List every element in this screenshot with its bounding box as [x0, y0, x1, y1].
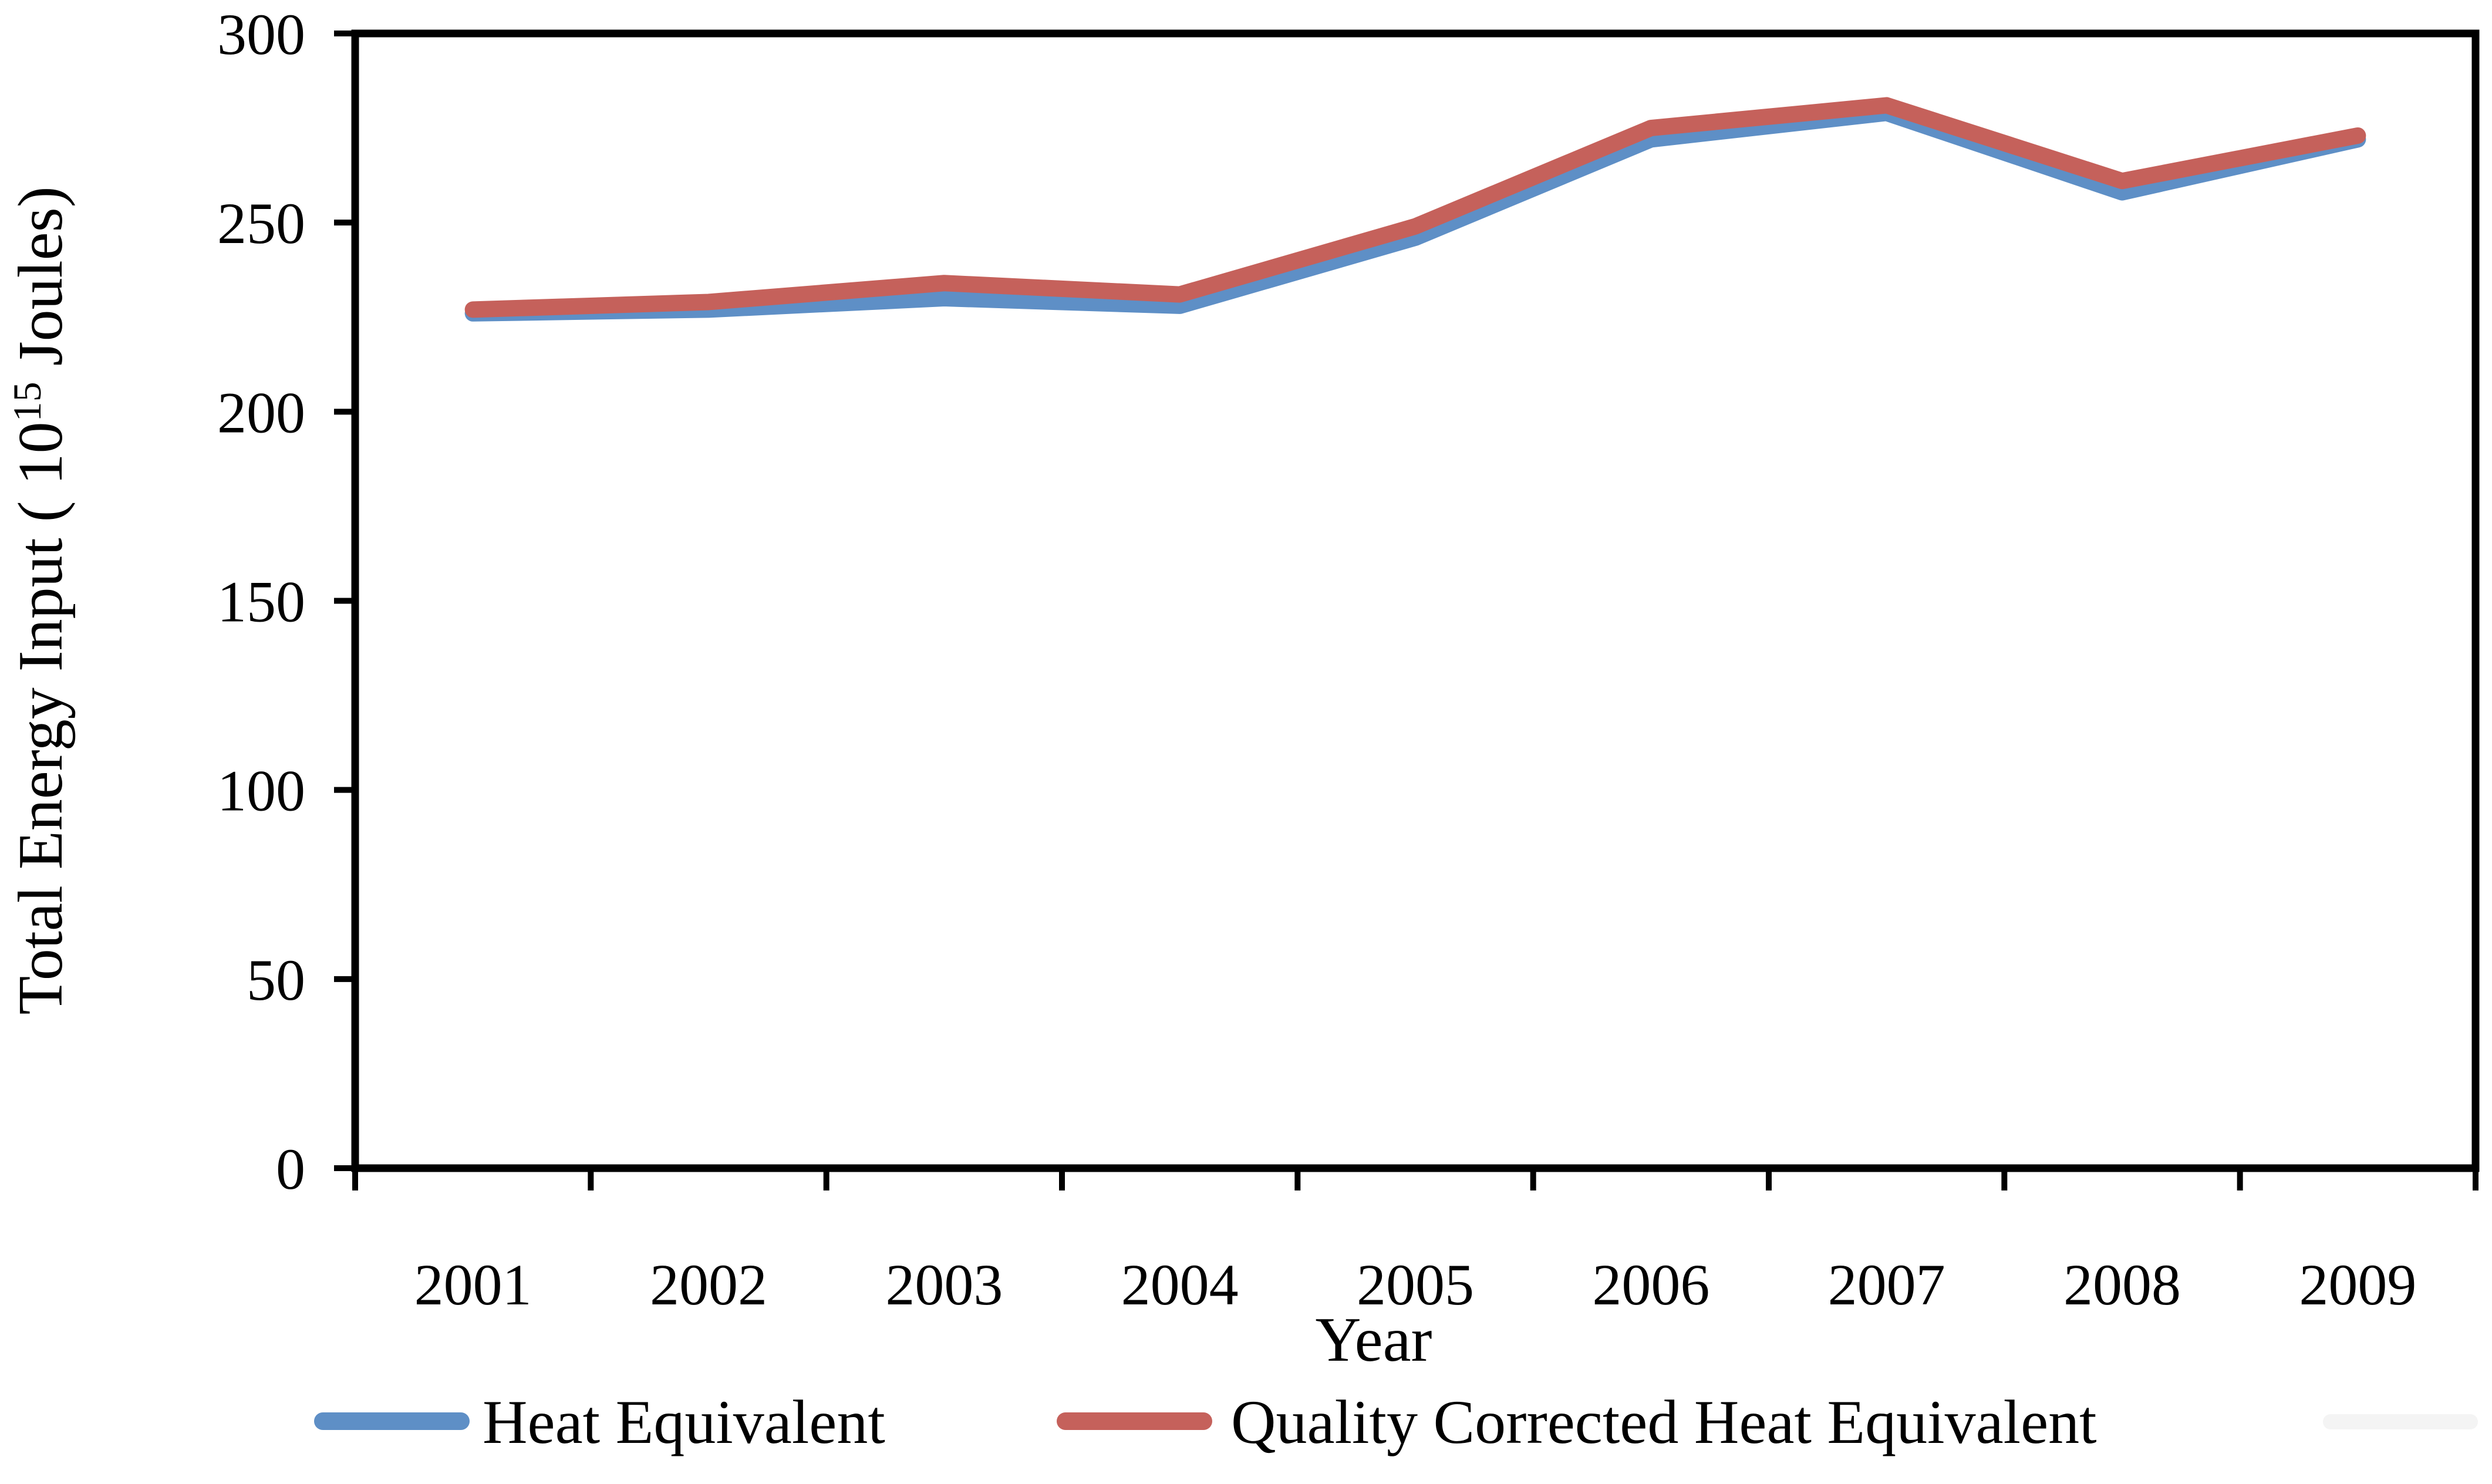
y-axis-title: Total Energy Input ( 1015 Joules) — [5, 186, 76, 1014]
x-tick-label-2006: 2006 — [1592, 1252, 1709, 1317]
x-tick-label-2002: 2002 — [650, 1252, 767, 1317]
y-tick-label-150: 150 — [217, 569, 305, 635]
x-tick-label-2004: 2004 — [1121, 1252, 1239, 1317]
y-tick-label-0: 0 — [276, 1136, 305, 1202]
y-axis-title-prefix: Total Energy Input ( 10 — [6, 421, 76, 1014]
y-tick-label-300: 300 — [217, 2, 305, 67]
series-line-heat-equivalent — [464, 104, 2366, 322]
x-tick-label-2009: 2009 — [2299, 1252, 2416, 1317]
x-tick-label-2007: 2007 — [1828, 1252, 1945, 1317]
y-axis-tick-labels: 0 50 100 150 200 250 300 — [217, 2, 305, 1202]
x-axis-ticks — [352, 1168, 2478, 1190]
y-axis-title-suffix: Joules) — [6, 186, 76, 382]
legend-swatch-quality-corrected — [1057, 1412, 1212, 1430]
y-axis-ticks — [334, 31, 355, 1171]
legend-label-quality-corrected: Quality Corrected Heat Equivalent — [1231, 1388, 2097, 1456]
x-tick-label-2003: 2003 — [885, 1252, 1003, 1317]
series-line-quality-corrected-heat-equivalent — [464, 97, 2366, 318]
legend-label-heat-equivalent: Heat Equivalent — [483, 1388, 885, 1456]
legend: Heat Equivalent Quality Corrected Heat E… — [314, 1388, 2478, 1456]
x-axis-tick-labels: 2001 2002 2003 2004 2005 2006 2007 2008 2009 — [414, 1252, 2417, 1317]
decorative-pill — [2323, 1414, 2478, 1429]
y-tick-label-200: 200 — [217, 380, 305, 445]
y-tick-label-100: 100 — [217, 758, 305, 824]
plot-area — [351, 29, 2480, 1172]
data-series — [464, 97, 2366, 322]
y-tick-label-250: 250 — [217, 191, 305, 256]
x-tick-label-2008: 2008 — [2063, 1252, 2181, 1317]
x-tick-label-2001: 2001 — [414, 1252, 532, 1317]
x-tick-label-2005: 2005 — [1357, 1252, 1474, 1317]
x-axis-title: Year — [1315, 1305, 1432, 1375]
y-axis-title-exponent: 15 — [5, 382, 49, 421]
legend-swatch-heat-equivalent — [314, 1412, 470, 1430]
y-tick-label-50: 50 — [247, 947, 305, 1013]
